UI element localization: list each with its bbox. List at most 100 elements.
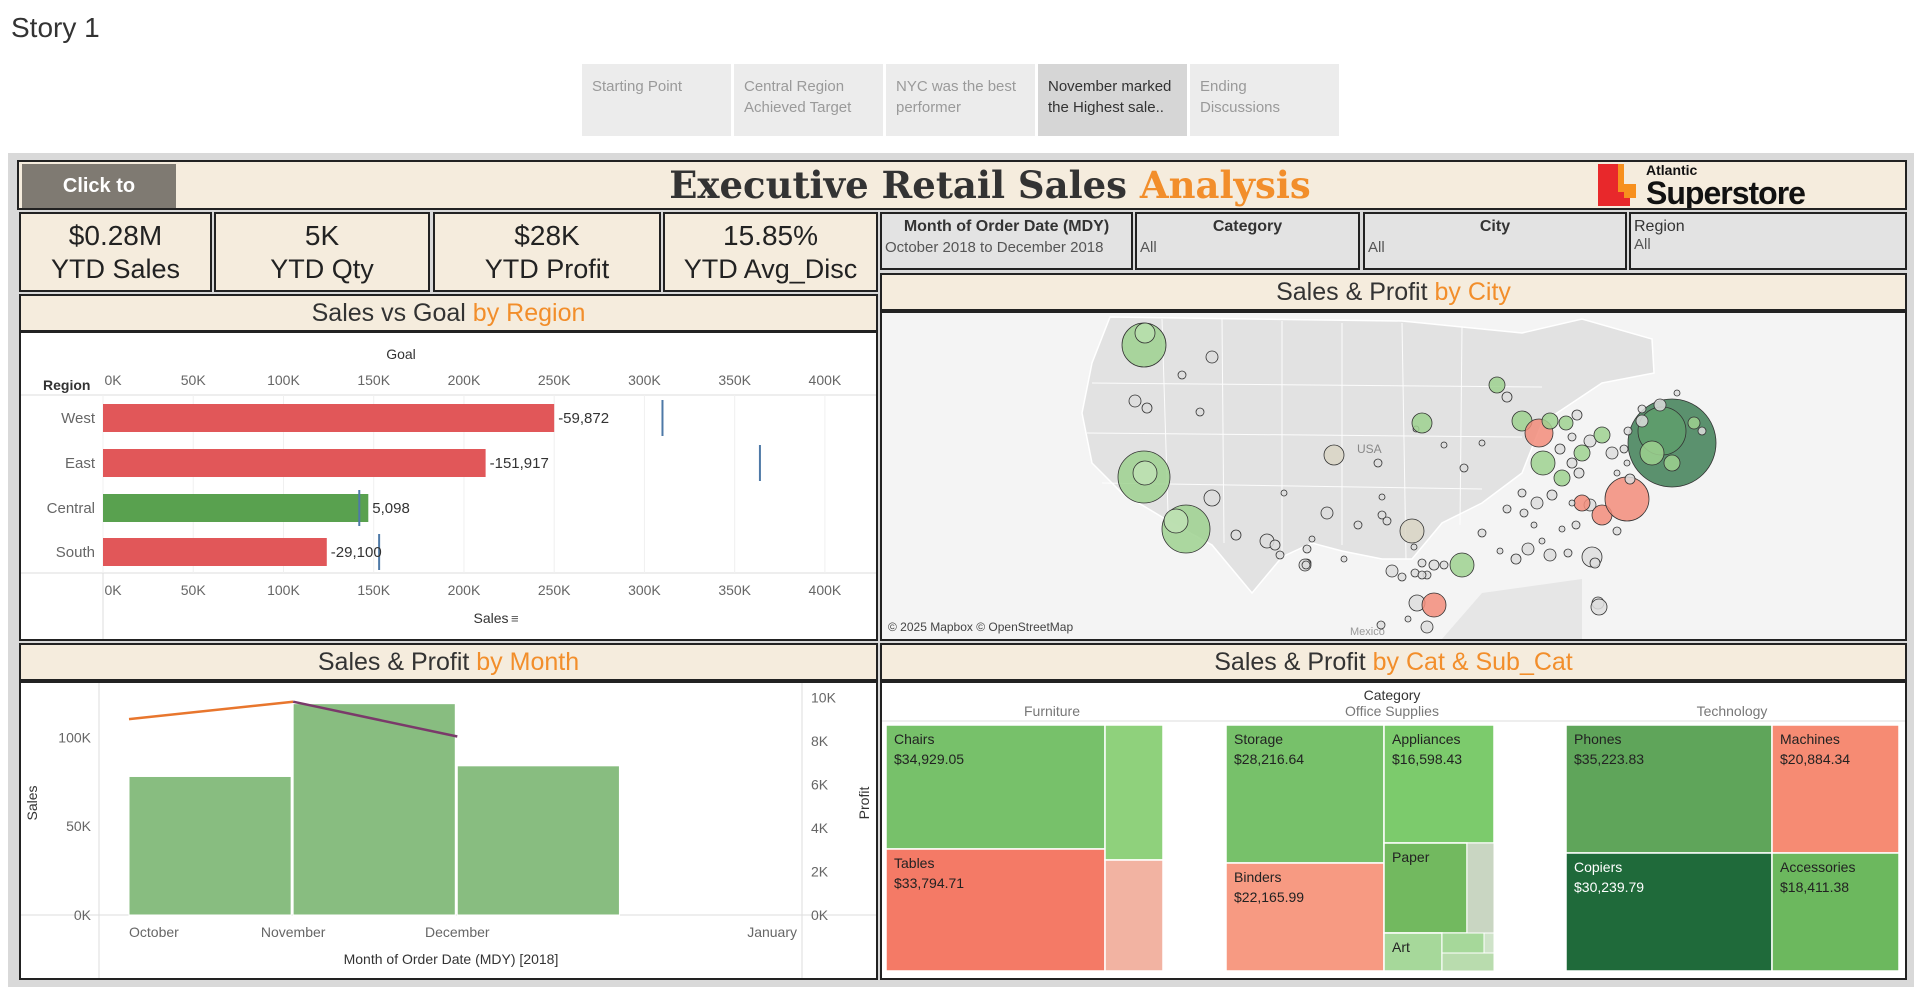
sales-tick-label: 0K bbox=[74, 907, 92, 923]
city-bubble bbox=[1530, 450, 1556, 476]
story-tab-ending[interactable]: Ending Discussions bbox=[1190, 64, 1339, 136]
sales-vs-goal-panel: Goal Region 0K 0K 50K 50K 100K 100K 150K 150K 200K… bbox=[19, 331, 878, 641]
kpi-label: YTD Qty bbox=[270, 254, 374, 284]
title-main: Executive Retail Sales bbox=[669, 163, 1140, 207]
filter-city[interactable]: City All bbox=[1363, 212, 1627, 270]
top-tick-label: 0K bbox=[104, 372, 122, 388]
city-bubble bbox=[1280, 489, 1288, 497]
region-sales-bar bbox=[103, 404, 555, 432]
city-bubble bbox=[1573, 494, 1591, 512]
click-to-button[interactable]: Click to bbox=[22, 164, 176, 208]
city-bubble bbox=[1449, 552, 1475, 578]
story-tab-central-region[interactable]: Central Region Achieved Target bbox=[734, 64, 883, 136]
treemap-cell bbox=[1383, 932, 1443, 972]
treemap-cell-label: Art bbox=[1392, 939, 1410, 955]
region-variance-label: -59,872 bbox=[558, 410, 609, 427]
city-bubble bbox=[1663, 454, 1681, 472]
story-tab-nyc[interactable]: NYC was the best performer bbox=[886, 64, 1035, 136]
city-bubble bbox=[1399, 518, 1425, 544]
month-sales-bar bbox=[128, 775, 292, 916]
month-sales-bar bbox=[292, 703, 456, 916]
city-bubble bbox=[1378, 493, 1386, 501]
treemap-cell-label: Appliances bbox=[1392, 731, 1461, 747]
city-bubble bbox=[1496, 547, 1504, 555]
filter-region[interactable]: Region All bbox=[1629, 212, 1907, 270]
treemap-cell bbox=[1771, 852, 1900, 972]
filter-month-order-date[interactable]: Month of Order Date (MDY) October 2018 t… bbox=[880, 212, 1133, 270]
city-bubble bbox=[1410, 543, 1418, 551]
city-bubble bbox=[1697, 426, 1707, 436]
story-navigation: Starting Point Central Region Achieved T… bbox=[582, 64, 1339, 136]
month-tick-label: November bbox=[261, 924, 326, 940]
city-bubble bbox=[1589, 557, 1601, 569]
filter-value: All bbox=[1140, 239, 1157, 256]
story-tab-starting-point[interactable]: Starting Point bbox=[582, 64, 731, 136]
city-bubble bbox=[1573, 467, 1585, 479]
treemap-cell bbox=[1565, 724, 1773, 854]
logo-text-top: Atlantic bbox=[1646, 162, 1698, 178]
panel-title-main: Sales & Profit bbox=[1276, 278, 1435, 306]
region-row-header: Region bbox=[43, 377, 90, 393]
city-bubble bbox=[1590, 598, 1608, 616]
city-bubble bbox=[1323, 444, 1345, 466]
sort-icon: ≡ bbox=[511, 611, 519, 626]
filter-title: City bbox=[1479, 218, 1511, 235]
treemap-minor-cell bbox=[1466, 842, 1495, 934]
city-bubble bbox=[1478, 439, 1486, 447]
top-tick-label: 400K bbox=[809, 372, 842, 388]
panel-title-main: Sales & Profit bbox=[1214, 648, 1373, 676]
goal-axis-title: Goal bbox=[386, 346, 416, 362]
filter-category[interactable]: Category All bbox=[1135, 212, 1360, 270]
city-bubble bbox=[1568, 499, 1576, 507]
city-bubble bbox=[1132, 460, 1158, 486]
panel-title-accent: by City bbox=[1434, 278, 1511, 306]
map-attribution: © 2025 Mapbox © OpenStreetMap bbox=[888, 620, 1073, 634]
city-bubble bbox=[1417, 570, 1427, 580]
city-bubble bbox=[1488, 376, 1506, 394]
story-title: Story 1 bbox=[11, 12, 100, 43]
city-bubble bbox=[1269, 539, 1281, 551]
profit-axis-title: Profit bbox=[856, 787, 872, 820]
city-bubble bbox=[1501, 391, 1513, 403]
city-bubble bbox=[1558, 525, 1566, 533]
sales-axis-title: Sales bbox=[24, 785, 40, 820]
city-map: USA Mexico © 2025 Mapbox © OpenStreetMap bbox=[882, 313, 1905, 639]
city-bubble bbox=[1177, 370, 1187, 380]
treemap-cell-label: Copiers bbox=[1574, 859, 1622, 875]
sales-tick-label: 50K bbox=[66, 818, 92, 834]
city-bubble bbox=[1440, 441, 1448, 449]
logo-mark-red bbox=[1598, 164, 1630, 206]
region-variance-label: 5,098 bbox=[372, 500, 410, 517]
region-label: West bbox=[61, 410, 96, 427]
city-bubble bbox=[1637, 404, 1647, 414]
city-bubble bbox=[1275, 550, 1285, 560]
month-tick-label: December bbox=[425, 924, 490, 940]
city-bubble bbox=[1624, 473, 1636, 485]
top-tick-label: 200K bbox=[448, 372, 481, 388]
panel-title-main: Sales & Profit bbox=[317, 648, 477, 676]
city-map-panel[interactable]: USA Mexico © 2025 Mapbox © OpenStreetMap bbox=[880, 311, 1907, 641]
city-bubble bbox=[1308, 535, 1316, 543]
city-bubble bbox=[1635, 414, 1649, 428]
story-tab-november[interactable]: November marked the Highest sale.. bbox=[1038, 64, 1187, 136]
kpi-label: YTD Sales bbox=[50, 254, 181, 284]
treemap-cell bbox=[1383, 724, 1495, 844]
treemap-cell-value: $35,223.83 bbox=[1574, 751, 1644, 767]
region-sales-bar bbox=[103, 494, 369, 522]
city-bubble bbox=[1205, 350, 1219, 364]
city-bubble bbox=[1541, 412, 1559, 430]
city-bubble bbox=[1502, 504, 1512, 514]
treemap-cell bbox=[1383, 842, 1468, 934]
panel-title-accent: by Month bbox=[476, 648, 580, 676]
city-bubble bbox=[1163, 508, 1189, 534]
treemap-cell-value: $28,216.64 bbox=[1234, 751, 1304, 767]
treemap-cell-label: Binders bbox=[1234, 869, 1281, 885]
city-bubble bbox=[1510, 553, 1522, 565]
filter-title: Region bbox=[1634, 218, 1685, 235]
city-bubble bbox=[1340, 555, 1348, 563]
kpi-value: $28K bbox=[514, 220, 580, 251]
treemap-cell-value: $18,411.38 bbox=[1780, 879, 1849, 895]
top-tick-label: 100K bbox=[267, 372, 300, 388]
profit-tick-label: 6K bbox=[811, 776, 829, 792]
city-bubble bbox=[1397, 572, 1407, 582]
